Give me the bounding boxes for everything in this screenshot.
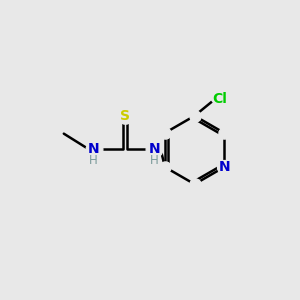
Text: S: S (120, 109, 130, 123)
Text: N: N (148, 142, 160, 155)
Text: N: N (218, 160, 230, 174)
Text: N: N (88, 142, 99, 155)
Text: Cl: Cl (212, 92, 227, 106)
Text: H: H (150, 154, 159, 167)
Text: H: H (89, 154, 98, 167)
